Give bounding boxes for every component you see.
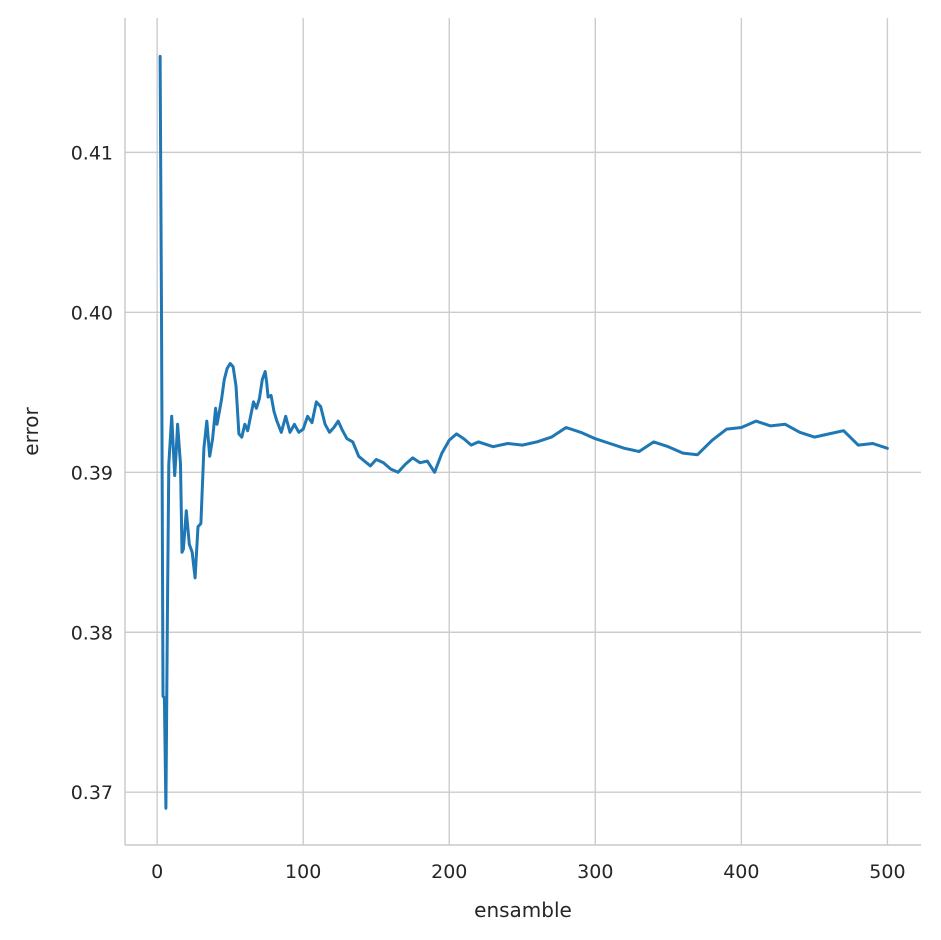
y-tick-label: 0.38: [71, 622, 113, 644]
x-axis-label: ensamble: [474, 898, 572, 922]
grid-lines: [125, 18, 921, 845]
y-tick-label: 0.37: [71, 782, 113, 804]
y-tick-label: 0.39: [71, 462, 113, 484]
x-tick-label: 300: [577, 861, 613, 883]
axes-spines: [124, 18, 921, 846]
series-line-0: [158, 54, 889, 810]
x-tick-label: 400: [723, 861, 759, 883]
y-tick-labels: 0.37 0.38 0.39 0.40 0.41: [71, 142, 113, 804]
y-tick-label: 0.40: [71, 302, 113, 324]
y-axis-label: error: [19, 407, 43, 456]
y-tick-label: 0.41: [71, 142, 113, 164]
x-tick-label: 200: [431, 861, 467, 883]
x-tick-labels: 0 100 200 300 400 500: [151, 861, 905, 883]
x-tick-label: 500: [869, 861, 905, 883]
x-tick-label: 100: [285, 861, 321, 883]
x-tick-label: 0: [151, 861, 163, 883]
series-layer: [158, 54, 889, 810]
